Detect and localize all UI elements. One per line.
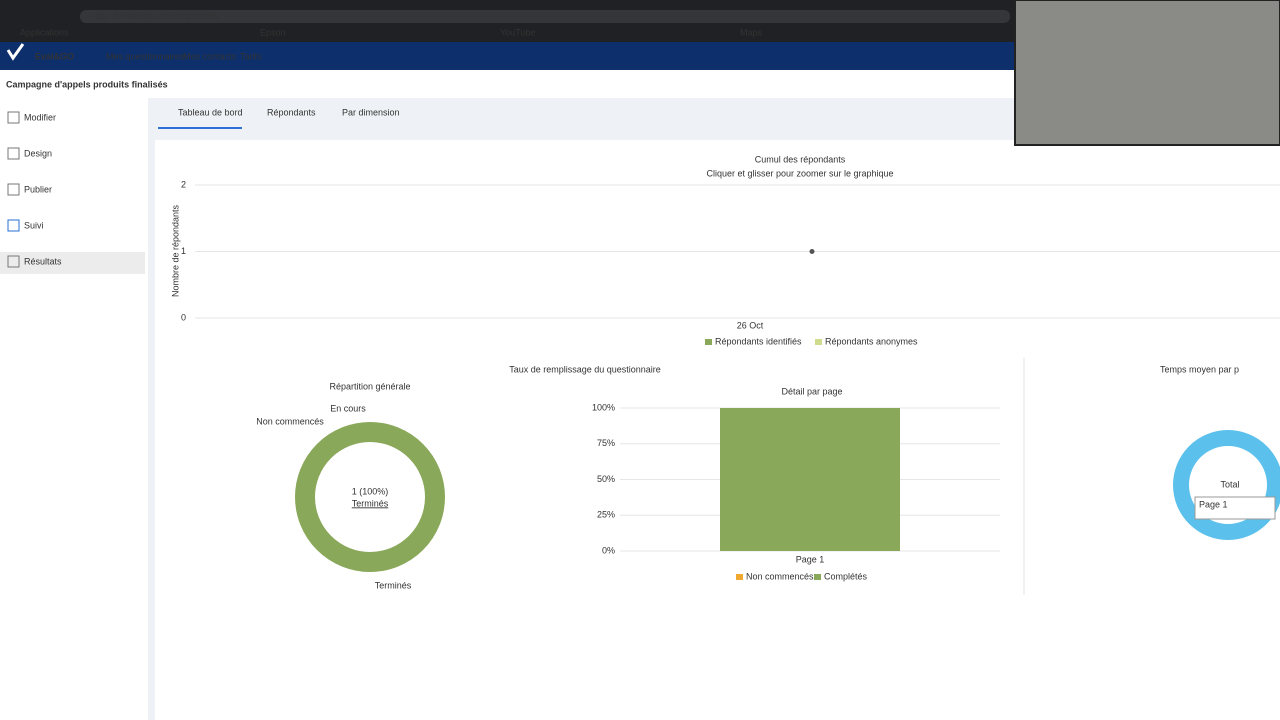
y-tick-label: 2 (181, 179, 186, 189)
x-tick-label: Page 1 (796, 554, 825, 564)
sidebar-icon (7, 183, 20, 196)
legend-swatch (705, 339, 712, 345)
legend-swatch (736, 574, 743, 580)
chart-title: Répartition générale (329, 381, 410, 391)
chart-title: Détail par page (781, 386, 842, 396)
tooltip-label: Page 1 (1199, 499, 1228, 509)
sidebar (0, 98, 148, 720)
page-title: Campagne d'appels produits finalisés (6, 79, 168, 89)
legend-label[interactable]: Répondants identifiés (715, 336, 802, 346)
bookmark[interactable]: YouTube (500, 27, 535, 37)
logo-icon (6, 43, 25, 61)
legend-label[interactable]: Non commencés (746, 571, 814, 581)
tab[interactable]: Répondants (267, 107, 316, 117)
bookmark[interactable]: Maps (740, 27, 763, 37)
sidebar-item[interactable]: Design (24, 148, 52, 158)
chart-subtitle: Cliquer et glisser pour zoomer sur le gr… (706, 168, 893, 178)
sidebar-active (0, 252, 145, 274)
line-point (809, 249, 815, 254)
address-bar[interactable] (80, 10, 1010, 23)
nav-link[interactable]: Mes contacts (183, 51, 237, 61)
donut-slice (295, 422, 445, 572)
legend-swatch (814, 574, 821, 580)
y-tick-label: 25% (597, 510, 615, 520)
sidebar-icon (7, 219, 20, 232)
y-axis-label: Nombre de répondants (170, 204, 180, 297)
dashboard-panel (155, 140, 1280, 720)
active-tab-underline (158, 127, 242, 129)
y-tick-label: 0 (181, 312, 186, 322)
nav-link[interactable]: Mes questionnaires (106, 51, 185, 61)
section-title: Taux de remplissage du questionnaire (509, 364, 661, 374)
sidebar-item[interactable]: Suivi (24, 220, 44, 230)
sidebar-icon (7, 147, 20, 160)
sidebar-item[interactable]: Résultats (24, 256, 62, 266)
slice-label: Non commencés (256, 416, 324, 426)
tab[interactable]: Par dimension (342, 107, 400, 117)
tab[interactable]: Tableau de bord (178, 107, 243, 117)
logo: Eval&GO (35, 51, 74, 61)
slice-label: Terminés (375, 580, 412, 590)
slice-label: En cours (330, 403, 366, 413)
donut-slice (1173, 430, 1280, 540)
webcam-overlay (1015, 0, 1280, 145)
chart-title: Cumul des répondants (755, 154, 846, 164)
sidebar-icon (7, 111, 20, 124)
y-tick-label: 0% (602, 545, 615, 555)
nav-link[interactable]: Tarifs (240, 51, 262, 61)
y-tick-label: 50% (597, 474, 615, 484)
sidebar-item[interactable]: Modifier (24, 112, 56, 122)
bookmark[interactable]: Epson (260, 27, 286, 37)
sidebar-icon (7, 255, 20, 268)
donut-center: Total (1220, 479, 1239, 489)
url: app.evalandgo.com/responses/ (95, 10, 221, 20)
y-tick-label: 1 (181, 246, 186, 256)
donut-center: 1 (100%) (352, 486, 389, 496)
y-tick-label: 100% (592, 402, 615, 412)
webcam-border (1014, 0, 1280, 146)
legend-swatch (815, 339, 822, 345)
tooltip (1194, 496, 1276, 520)
legend-label[interactable]: Complétés (824, 571, 868, 581)
bookmark[interactable]: Applications (20, 27, 69, 37)
x-tick-label: 26 Oct (737, 320, 764, 330)
y-tick-label: 75% (597, 438, 615, 448)
donut-center-sub: Terminés (352, 498, 389, 508)
legend-label[interactable]: Répondants anonymes (825, 336, 918, 346)
sidebar-item[interactable]: Publier (24, 184, 52, 194)
chart-title: Temps moyen par p (1160, 364, 1239, 374)
bar (720, 408, 900, 551)
